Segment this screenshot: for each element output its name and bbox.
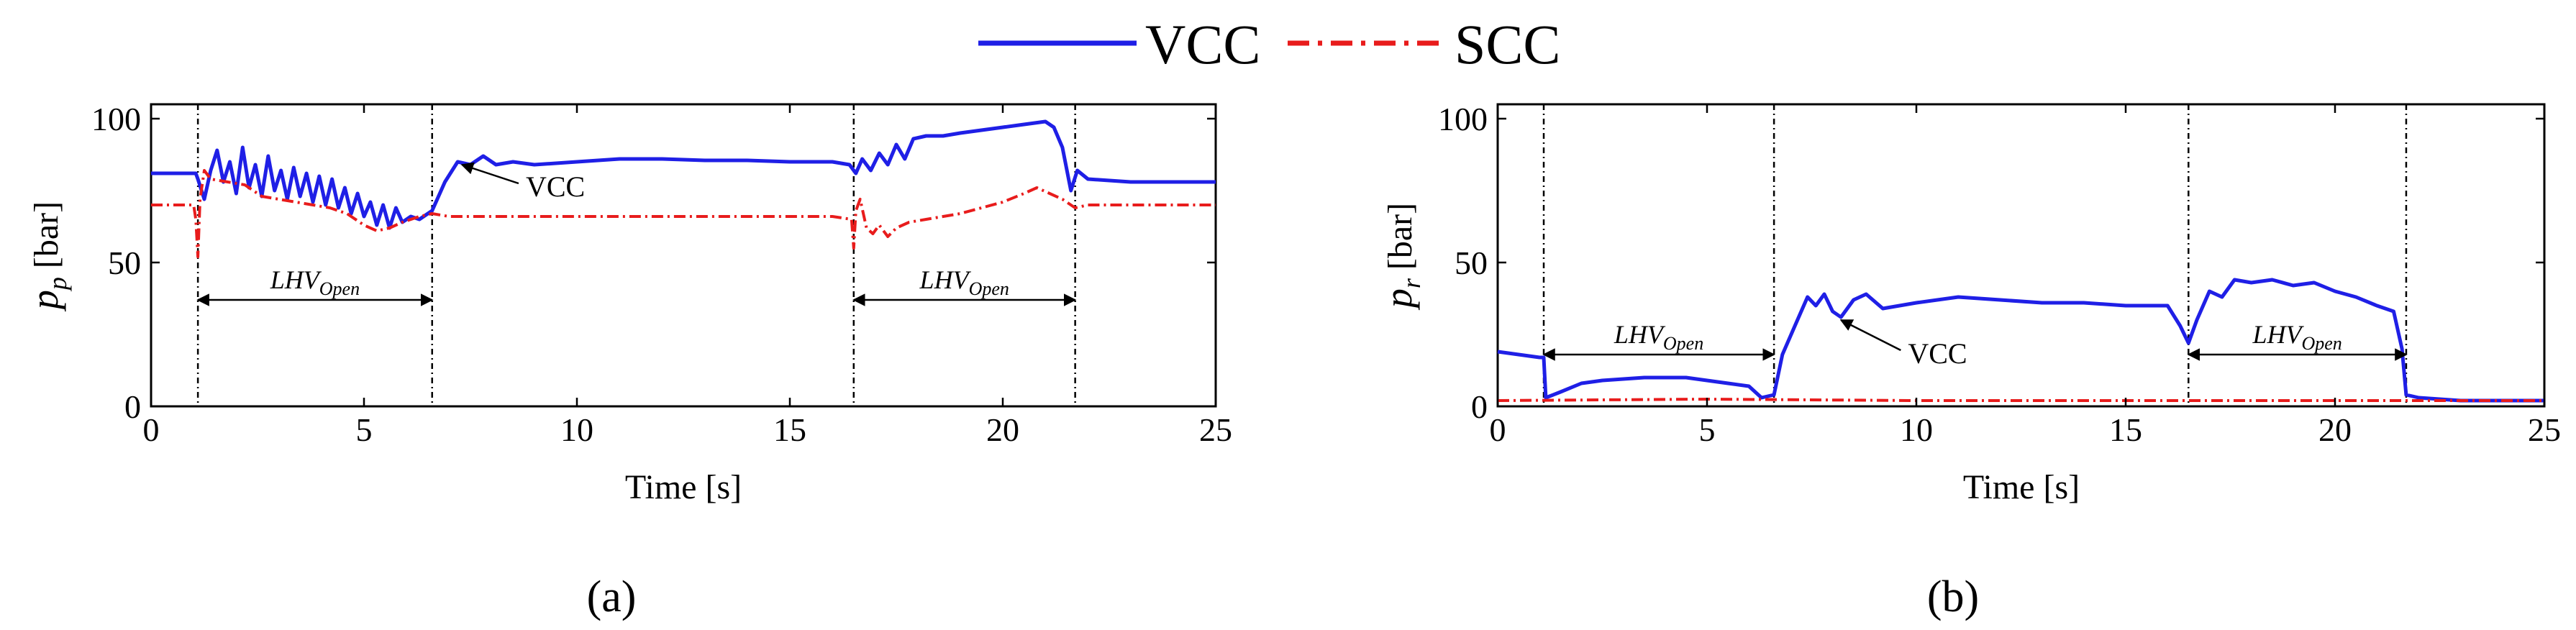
- legend: VCC SCC: [978, 13, 1560, 76]
- chart-a-y-tick-label-0: 0: [124, 388, 141, 425]
- chart-b-spans: LHVOpen LHVOpen: [1542, 320, 2408, 361]
- chart-a-ylabel: pp [bar]: [23, 201, 72, 312]
- chart-b-y-ticks: 0 50 100: [1438, 101, 2544, 425]
- chart-a-ylabel-text: pp [bar]: [23, 201, 72, 312]
- chart-b-span-label-0-main: LHV: [1614, 320, 1666, 349]
- chart-b-annotation-arrow: [1839, 319, 1901, 352]
- chart-b-x-tick-label-5: 5: [1699, 411, 1716, 448]
- chart-a-annotation: VCC: [460, 162, 585, 203]
- chart-a-span-label-0: LHVOpen: [270, 265, 360, 299]
- chart-a-series-vcc-line: [151, 119, 1216, 230]
- chart-a-x-tick-label-15: 15: [773, 411, 806, 448]
- chart-b-ylabel: pr [bar]: [1377, 203, 1426, 311]
- chart-a-span-label-1-main: LHV: [919, 265, 972, 294]
- chart-a-span-label-1-sub: Open: [969, 278, 1009, 299]
- chart-b-x-tick-label-0: 0: [1490, 411, 1506, 448]
- chart-a-ylabel-main: p: [23, 290, 66, 312]
- chart-b-annotation-label: VCC: [1908, 337, 1967, 370]
- chart-b-ylabel-main: p: [1377, 288, 1420, 311]
- chart-b-x-tick-label-20: 20: [2318, 411, 2352, 448]
- chart-b-xlabel: Time [s]: [1963, 468, 2080, 506]
- chart-a-span-label-0-sub: Open: [319, 278, 360, 299]
- chart-b-series-scc-line: [1497, 398, 2544, 402]
- chart-a-ylabel-sub: p: [43, 277, 72, 292]
- chart-a-series-scc-line: [151, 169, 1216, 258]
- chart-b-span-label-0-sub: Open: [1663, 333, 1703, 354]
- chart-b-x-tick-label-25: 25: [2528, 411, 2561, 448]
- chart-b-span-label-1: LHVOpen: [2252, 320, 2341, 354]
- chart-a-x-tick-label-5: 5: [356, 411, 373, 448]
- chart-a-x-tick-label-20: 20: [986, 411, 1019, 448]
- chart-a-span-label-1: LHVOpen: [919, 265, 1009, 299]
- chart-b-span-label-1-sub: Open: [2301, 333, 2341, 354]
- chart-a-event-lines: [196, 104, 1076, 406]
- chart-b-y-tick-label-100: 100: [1438, 101, 1488, 137]
- chart-a-annotation-arrow: [460, 162, 519, 185]
- chart-b-y-tick-label-50: 50: [1455, 245, 1488, 281]
- chart-a-plot-area: [150, 103, 1217, 408]
- chart-b-y-tick-label-0: 0: [1471, 388, 1488, 425]
- chart-a-annotation-label: VCC: [526, 170, 585, 203]
- chart-a-x-tick-label-10: 10: [560, 411, 593, 448]
- chart-a-panel-label: (a): [587, 572, 637, 621]
- chart-b-x-ticks: 0 5 10 15 20 25: [1490, 104, 2561, 448]
- chart-a-series: [151, 119, 1216, 258]
- chart-a-y-tick-label-100: 100: [91, 101, 141, 137]
- chart-a-ylabel-unit: [bar]: [27, 201, 65, 277]
- chart-b-x-tick-label-15: 15: [2109, 411, 2142, 448]
- legend-label-vcc: VCC: [1145, 13, 1260, 76]
- chart-b-annotation: VCC: [1839, 319, 1967, 370]
- chart-b-ylabel-unit: [bar]: [1381, 203, 1419, 278]
- chart-b-series: [1497, 278, 2544, 403]
- chart-b-span-label-0: LHVOpen: [1614, 320, 1703, 354]
- legend-label-scc: SCC: [1455, 13, 1560, 76]
- chart-a-spans: LHVOpen LHVOpen: [196, 265, 1077, 306]
- chart-b-ylabel-sub: r: [1397, 278, 1426, 288]
- chart-b-plot-area: [1496, 103, 2546, 408]
- chart-a-span-label-0-main: LHV: [270, 265, 322, 294]
- chart-b-series-vcc-line: [1497, 278, 2544, 403]
- chart-a-x-ticks: 0 5 10 15 20 25: [143, 104, 1232, 448]
- chart-b-ylabel-text: pr [bar]: [1377, 203, 1426, 311]
- chart-b-x-tick-label-10: 10: [1900, 411, 1933, 448]
- chart-a-x-tick-label-0: 0: [143, 411, 160, 448]
- chart-a-x-tick-label-25: 25: [1199, 411, 1232, 448]
- chart-a-y-ticks: 0 50 100: [91, 101, 1216, 425]
- chart-b-panel-label: (b): [1927, 572, 1979, 621]
- chart-a-y-tick-label-50: 50: [108, 245, 141, 281]
- chart-b-span-label-1-main: LHV: [2252, 320, 2304, 349]
- chart-a-xlabel: Time [s]: [625, 468, 742, 506]
- chart-b-event-lines: [1542, 104, 2408, 406]
